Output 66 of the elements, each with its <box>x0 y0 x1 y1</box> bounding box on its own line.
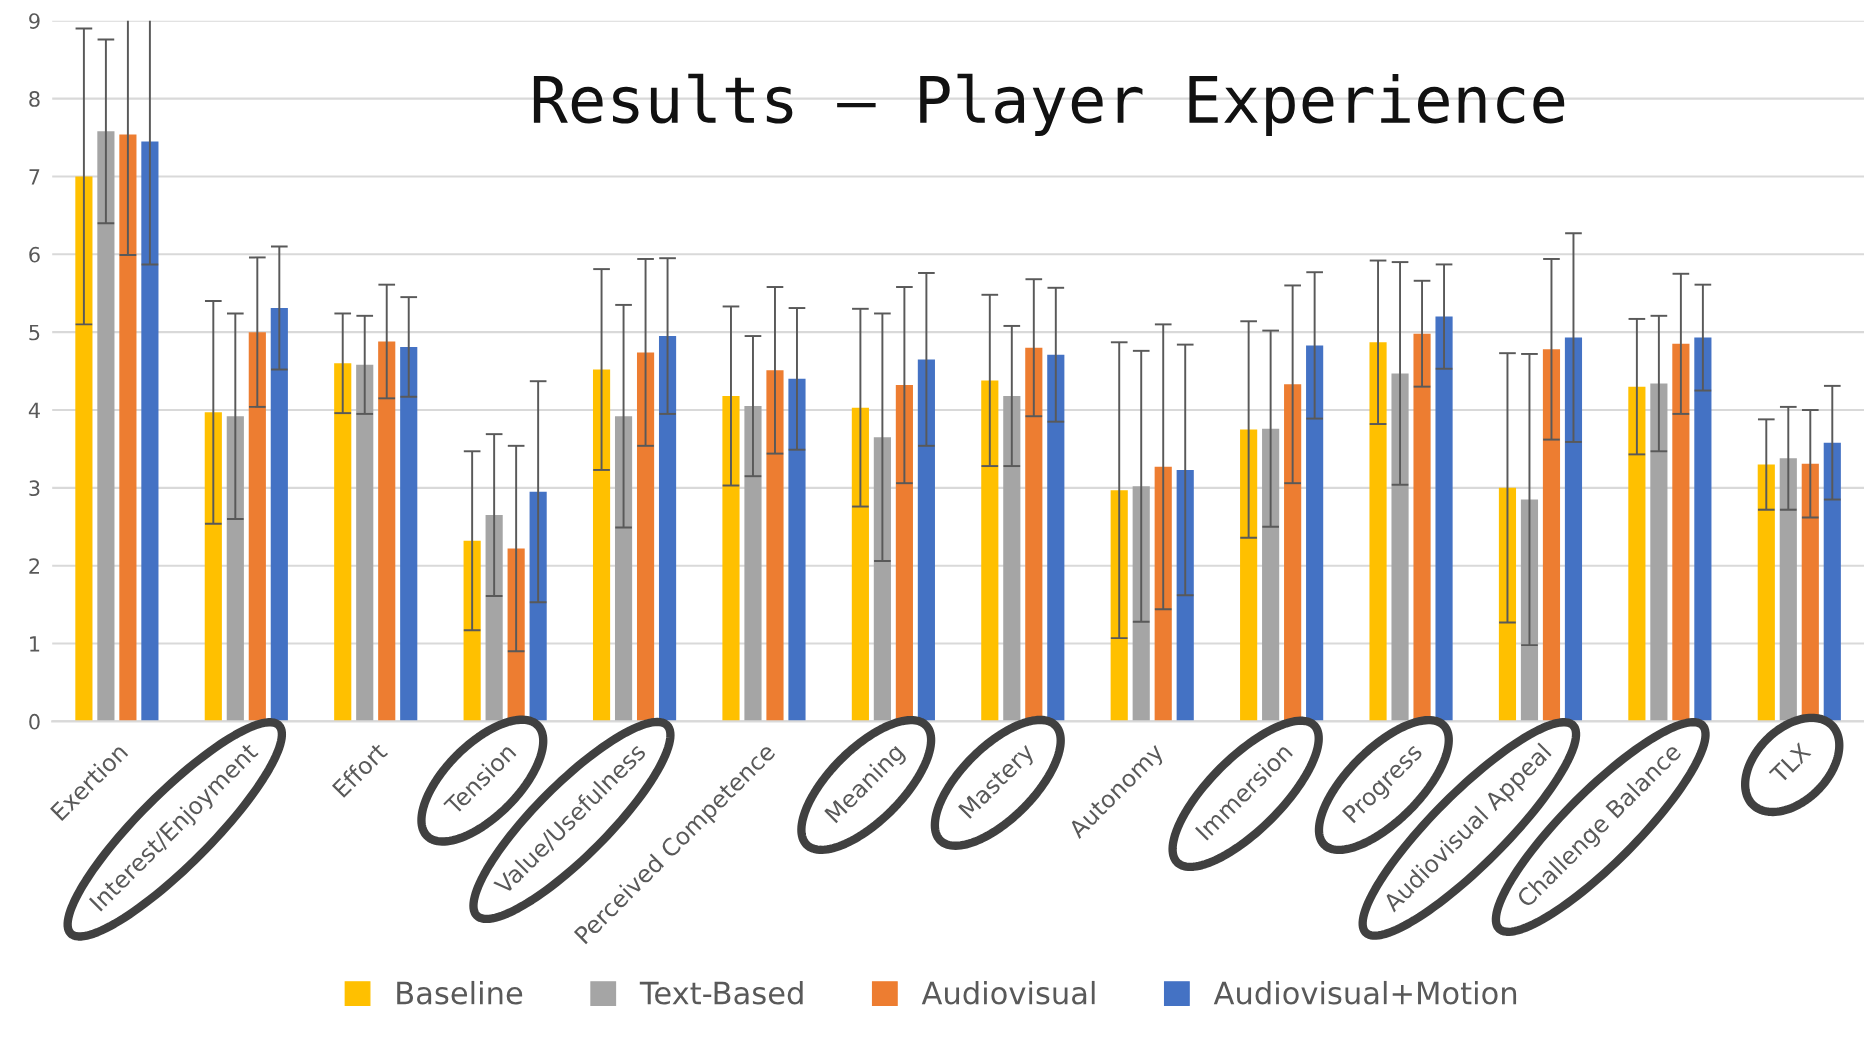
bar <box>1003 396 1021 722</box>
x-tick-label: TLX <box>1768 741 1812 785</box>
bar <box>658 336 677 722</box>
bar <box>722 396 740 722</box>
bar <box>1284 384 1302 722</box>
y-tick-label: 1 <box>30 636 40 652</box>
bar <box>1650 383 1668 722</box>
bar <box>851 407 869 722</box>
bar <box>592 369 611 722</box>
bar <box>119 134 137 722</box>
bar <box>1435 316 1453 722</box>
legend-label: Text-Based <box>639 980 803 1005</box>
bar <box>75 176 93 722</box>
bar <box>873 437 891 722</box>
y-tick-label: 3 <box>29 480 40 497</box>
bar <box>1564 337 1583 722</box>
bar <box>1240 429 1258 722</box>
bar <box>1542 349 1561 722</box>
bar <box>248 332 266 722</box>
bar <box>463 540 481 722</box>
bar <box>1823 442 1841 722</box>
bar <box>788 378 806 722</box>
bar <box>1672 343 1690 722</box>
bar <box>141 141 159 722</box>
bar <box>226 416 244 722</box>
bar <box>1628 386 1646 722</box>
y-tick-label: 7 <box>29 169 40 185</box>
bar <box>1176 469 1194 722</box>
bar <box>270 308 288 722</box>
legend-label: Baseline <box>397 980 523 1005</box>
legend-label: Audiovisual+Motion <box>1213 980 1517 1005</box>
bar <box>334 363 352 722</box>
bar <box>1391 373 1409 722</box>
text: Results – Player Experience <box>533 73 1565 136</box>
y-tick-label: 8 <box>29 91 40 107</box>
bar <box>485 515 503 722</box>
bar <box>1132 486 1150 722</box>
bar <box>1779 458 1797 722</box>
bar <box>378 341 396 722</box>
bar <box>917 359 935 722</box>
bar <box>744 406 762 722</box>
bar <box>1498 487 1517 722</box>
bar <box>1154 466 1172 722</box>
bar <box>529 491 547 722</box>
bar <box>356 364 374 722</box>
bar <box>614 416 633 722</box>
bar <box>1047 354 1065 722</box>
y-tick-label: 5 <box>29 324 40 341</box>
y-tick-label: 0 <box>29 713 40 730</box>
bar <box>1369 342 1387 722</box>
bar <box>97 131 115 722</box>
bar <box>204 412 222 722</box>
y-tick-label: 4 <box>28 402 40 418</box>
y-tick-label: 2 <box>29 558 39 574</box>
legend-label: Audiovisual <box>921 980 1095 1005</box>
y-tick-label: 9 <box>29 13 40 29</box>
y-tick-label: 6 <box>29 246 40 263</box>
bar <box>1757 464 1775 722</box>
bar <box>1694 337 1712 722</box>
bar <box>400 346 418 722</box>
bar <box>1110 490 1128 722</box>
bar <box>766 370 784 722</box>
bar <box>636 352 655 722</box>
bar <box>1306 345 1324 722</box>
bar <box>981 380 999 722</box>
bar <box>1262 428 1280 722</box>
